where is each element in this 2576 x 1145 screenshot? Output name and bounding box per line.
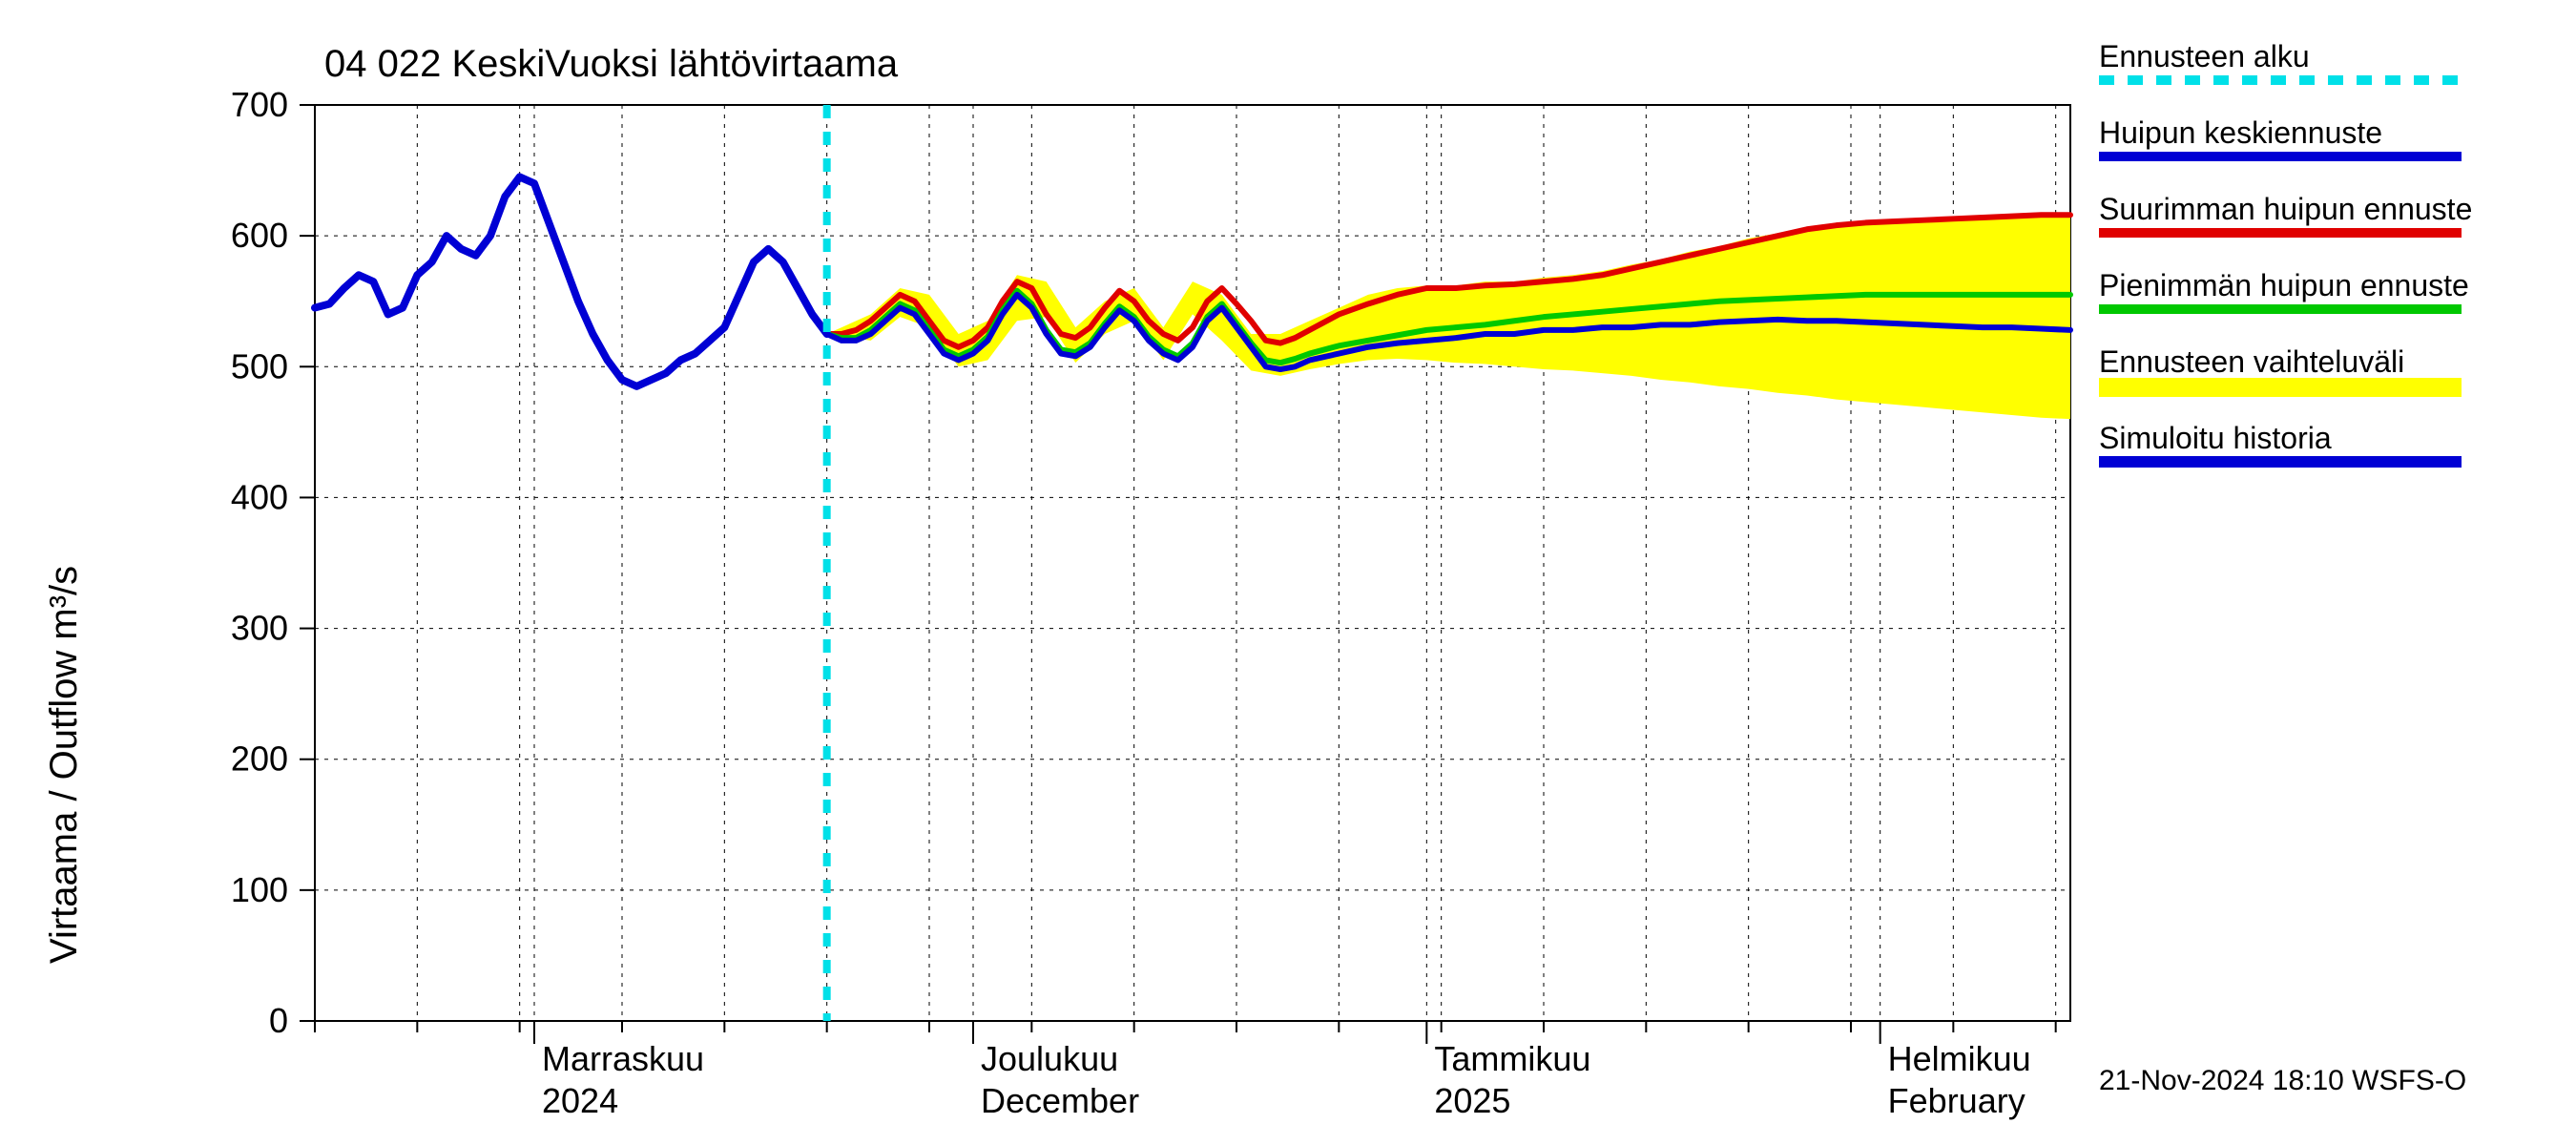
- x-month-top: Joulukuu: [981, 1039, 1118, 1078]
- x-month-bot: December: [981, 1081, 1139, 1120]
- ytick-label: 500: [231, 346, 288, 385]
- x-month-top: Tammikuu: [1434, 1039, 1590, 1078]
- ytick-label: 100: [231, 870, 288, 909]
- legend-label: Suurimman huipun ennuste: [2099, 192, 2472, 226]
- ytick-label: 300: [231, 609, 288, 648]
- x-month-top: Helmikuu: [1888, 1039, 2031, 1078]
- ytick-label: 700: [231, 85, 288, 124]
- y-axis-label: Virtaama / Outflow m³/s: [43, 566, 85, 964]
- x-month-top: Marraskuu: [542, 1039, 704, 1078]
- legend-label: Ennusteen vaihteluväli: [2099, 344, 2404, 379]
- legend-swatch-band: [2099, 378, 2462, 397]
- ytick-label: 600: [231, 216, 288, 255]
- x-month-bot: February: [1888, 1081, 2025, 1120]
- legend-label: Pienimmän huipun ennuste: [2099, 268, 2469, 302]
- chart-bg: [0, 0, 2576, 1145]
- x-month-bot: 2024: [542, 1081, 618, 1120]
- ytick-label: 0: [269, 1001, 288, 1040]
- legend-label: Simuloitu historia: [2099, 421, 2332, 455]
- legend-label: Ennusteen alku: [2099, 39, 2310, 73]
- outflow-forecast-chart: 0 100 200 300 400 500 600 700 Marraskuu2024 Joulu…: [0, 0, 2576, 1145]
- ytick-label: 400: [231, 477, 288, 516]
- legend-label: Huipun keskiennuste: [2099, 115, 2382, 150]
- ytick-label: 200: [231, 739, 288, 779]
- footer-timestamp: 21-Nov-2024 18:10 WSFS-O: [2099, 1065, 2466, 1096]
- chart-title: 04 022 KeskiVuoksi lähtövirtaama: [324, 43, 899, 85]
- x-month-bot: 2025: [1434, 1081, 1510, 1120]
